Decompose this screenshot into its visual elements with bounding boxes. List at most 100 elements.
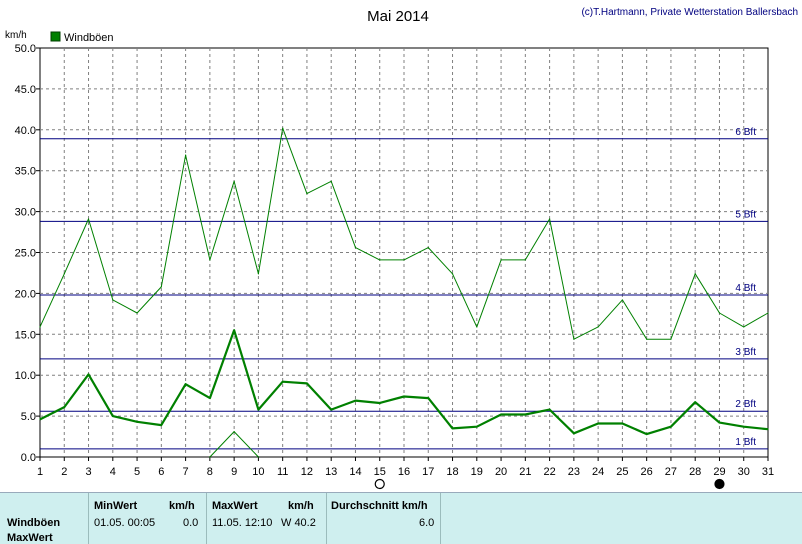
x-tick-label: 26 [641, 466, 653, 478]
footer-divider [440, 493, 441, 544]
min-header: MinWert [94, 500, 138, 512]
data-point-max [87, 218, 90, 220]
x-tick-label: 30 [738, 466, 750, 478]
y-tick-label: 20.0 [15, 288, 36, 300]
data-point-avg [354, 399, 357, 402]
chart-title: Mai 2014 [367, 8, 429, 25]
data-point-min [209, 456, 211, 458]
x-tick-label: 4 [110, 466, 116, 478]
data-point-max [63, 273, 65, 275]
data-point-avg [306, 382, 308, 384]
x-tick-label: 17 [422, 466, 434, 478]
data-point-min [257, 456, 259, 458]
x-tick-label: 3 [85, 466, 91, 478]
max-unit: km/h [288, 500, 314, 512]
data-point-avg [646, 433, 648, 435]
beaufort-label: 4 Bft [735, 283, 756, 294]
data-point-max [257, 273, 259, 275]
x-tick-label: 6 [158, 466, 164, 478]
wind-chart: Mai 2014 (c)T.Hartmann, Private Wetterst… [5, 7, 798, 490]
data-point-max [670, 338, 672, 340]
data-point-avg [136, 421, 138, 423]
x-tick-label: 15 [374, 466, 386, 478]
data-point-max [209, 259, 211, 261]
data-point-avg [573, 432, 575, 434]
row-label-windboeen: Windböen [7, 517, 61, 529]
legend-swatch [50, 31, 61, 42]
data-point-avg [670, 426, 672, 428]
data-point-avg [451, 427, 454, 429]
data-point-max [427, 246, 429, 249]
x-tick-label: 10 [252, 466, 264, 478]
y-tick-label: 35.0 [15, 166, 36, 178]
x-tick-label: 22 [543, 466, 555, 478]
y-tick-label: 45.0 [15, 84, 36, 96]
beaufort-label: 2 Bft [735, 399, 756, 410]
data-point-max [379, 259, 381, 261]
footer-divider [88, 493, 89, 544]
beaufort-label: 6 Bft [735, 127, 756, 138]
y-tick-label: 25.0 [15, 248, 36, 260]
y-axis-unit: km/h [5, 30, 27, 41]
data-point-max [524, 259, 526, 261]
data-point-max [233, 180, 235, 182]
data-point-avg [621, 422, 624, 425]
data-point-avg [330, 408, 332, 411]
data-point-avg [597, 422, 599, 425]
data-point-max [354, 246, 357, 249]
x-tick-label: 25 [616, 466, 628, 478]
min-value: 0.0 [183, 517, 199, 529]
y-tick-label: 0.0 [21, 452, 36, 464]
x-tick-label: 24 [592, 466, 604, 478]
data-point-avg [767, 428, 769, 430]
beaufort-label: 3 Bft [735, 347, 756, 358]
x-tick-label: 13 [325, 466, 337, 478]
data-point-avg [87, 373, 90, 375]
min-time: 01.05. 00:05 [94, 517, 156, 529]
x-tick-label: 14 [349, 466, 361, 478]
max-time: 11.05. 12:10 [212, 517, 273, 529]
data-point-max [767, 312, 769, 314]
x-tick-label: 5 [134, 466, 140, 478]
x-tick-label: 7 [183, 466, 189, 478]
data-point-avg [282, 381, 284, 383]
x-tick-label: 29 [713, 466, 725, 478]
data-point-max [136, 312, 138, 314]
row-label-maxwert: MaxWert [7, 532, 53, 544]
data-point-avg [112, 415, 114, 417]
data-point-max [451, 273, 454, 275]
x-tick-label: 31 [762, 466, 774, 478]
data-point-max [476, 326, 478, 328]
data-point-avg [718, 422, 721, 424]
beaufort-label: 5 Bft [735, 209, 756, 220]
x-tick-label: 9 [231, 466, 237, 478]
data-point-max [597, 326, 599, 328]
max-value: W 40.2 [281, 517, 316, 529]
data-point-max [549, 218, 551, 220]
x-tick-label: 11 [277, 466, 288, 478]
y-tick-label: 10.0 [15, 370, 36, 382]
data-point-avg [476, 426, 478, 428]
x-tick-label: 21 [519, 466, 531, 478]
x-tick-label: 8 [207, 466, 213, 478]
data-point-max [743, 326, 745, 328]
data-point-max [330, 180, 332, 182]
data-point-avg [185, 383, 187, 385]
x-tick-label: 20 [495, 466, 507, 478]
data-point-max [185, 154, 187, 156]
data-point-avg [403, 395, 405, 398]
data-point-max [646, 338, 648, 340]
y-tick-label: 40.0 [15, 125, 36, 137]
x-tick-label: 23 [568, 466, 580, 478]
x-tick-label: 18 [446, 466, 458, 478]
data-point-avg [233, 329, 235, 331]
data-point-max [573, 338, 575, 340]
data-point-max [112, 299, 114, 301]
stats-footer: Windböen MaxWert MinWert km/h 01.05. 00:… [0, 492, 802, 544]
full-moon-icon [374, 478, 385, 490]
data-point-max [403, 259, 405, 261]
y-tick-label: 30.0 [15, 207, 36, 219]
x-tick-label: 2 [61, 466, 67, 478]
data-point-avg [209, 397, 211, 399]
data-point-max [282, 127, 284, 129]
